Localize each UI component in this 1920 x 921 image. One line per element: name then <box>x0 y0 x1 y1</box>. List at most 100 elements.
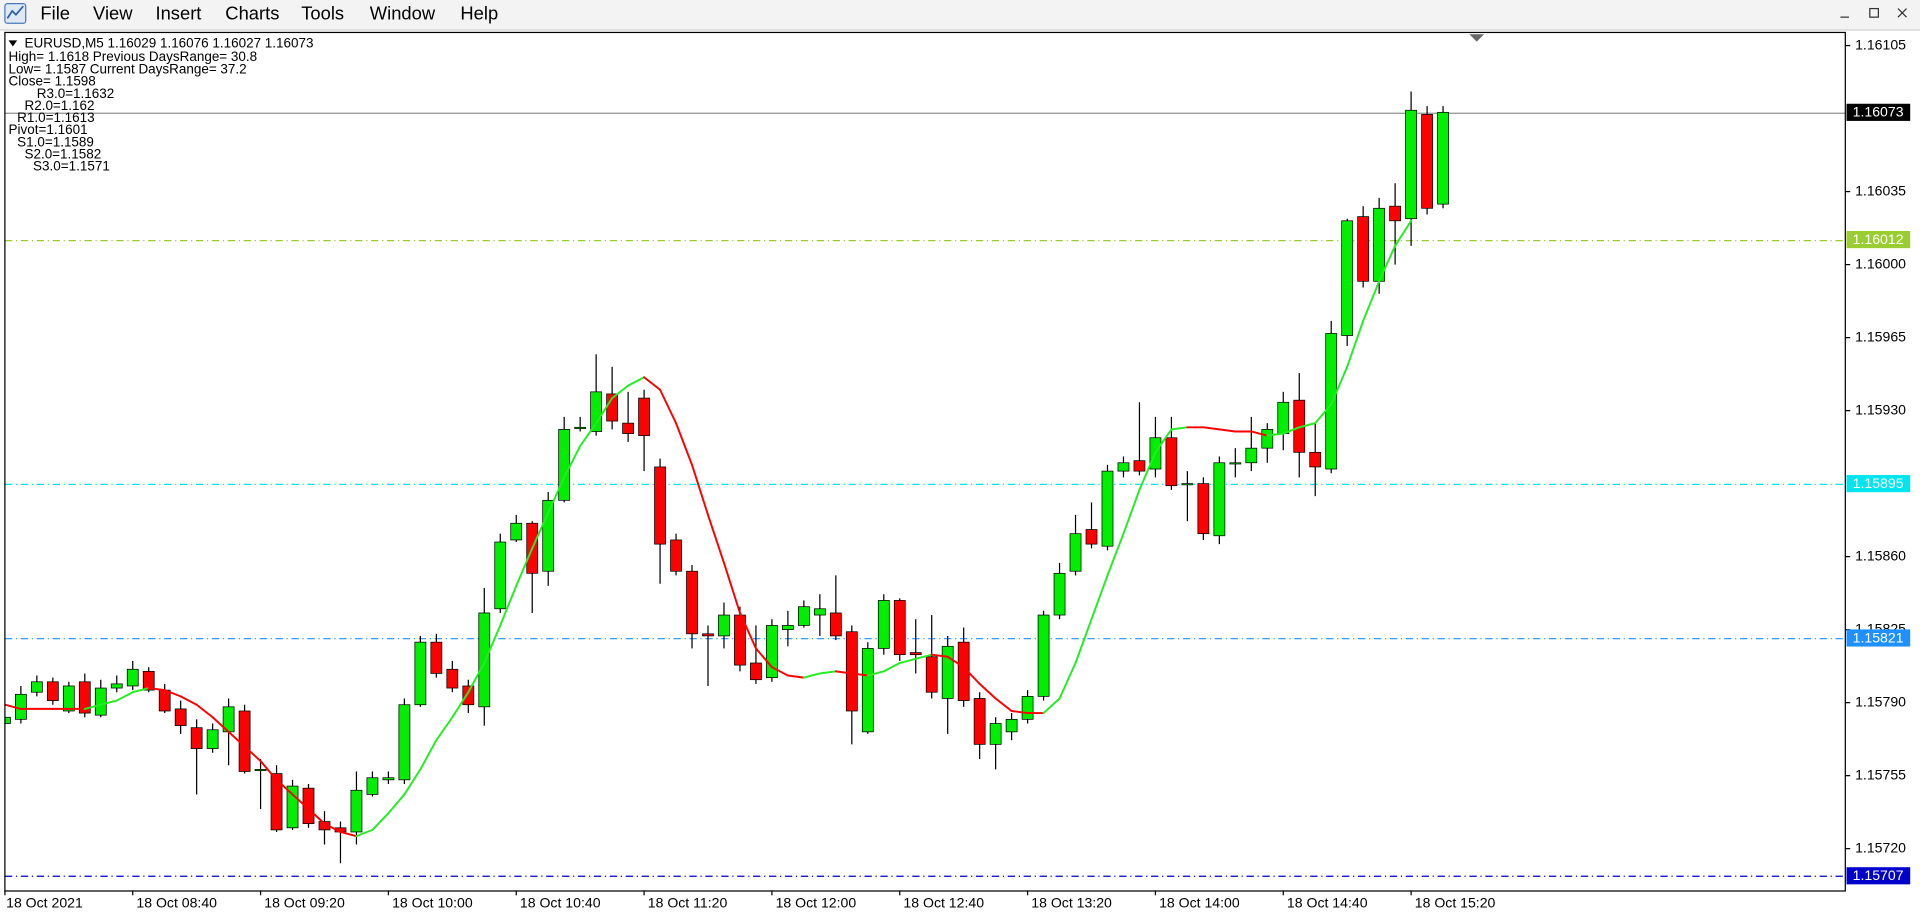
close-button[interactable] <box>1897 8 1907 18</box>
x-tick-label: 18 Oct 08:40 <box>136 895 217 911</box>
plot-area <box>4 91 1846 877</box>
app-icon-line <box>6 5 24 19</box>
ma-segment <box>467 662 486 694</box>
candle-body <box>302 787 315 824</box>
candle-body <box>813 608 826 616</box>
symbol-header: EURUSD,M5 1.16029 1.16076 1.16027 1.1607… <box>24 36 313 51</box>
ma-segment <box>227 730 246 748</box>
candle-body <box>750 662 762 681</box>
menu-item[interactable]: Help <box>460 3 498 24</box>
y-tick-label: 1.15930 <box>1855 401 1906 417</box>
ma-segment <box>291 793 310 811</box>
candle-body <box>766 625 778 678</box>
candle-body <box>206 729 219 749</box>
info-line: Close= 1.1598 <box>9 74 96 89</box>
candle-body <box>1261 429 1274 449</box>
ma-segment <box>1282 426 1301 435</box>
ma-segment <box>4 703 22 710</box>
ma-segment <box>770 666 789 677</box>
ma-segment <box>675 422 694 466</box>
ma-segment <box>1250 430 1269 437</box>
candle-body <box>1357 216 1370 282</box>
candle-body <box>909 652 922 656</box>
menu-item[interactable]: File <box>40 3 70 24</box>
candle-body <box>190 727 203 749</box>
ma-segment <box>834 670 853 675</box>
app-icon[interactable] <box>4 3 27 24</box>
ma-segment <box>866 670 885 677</box>
menu-item[interactable]: View <box>93 3 133 24</box>
ma-segment <box>275 778 294 796</box>
ma-segment <box>659 388 678 425</box>
candle-body <box>110 683 123 689</box>
x-tick-label: 18 Oct 10:40 <box>520 895 601 911</box>
plot-frame <box>4 31 1846 892</box>
price-label-box <box>1846 475 1911 493</box>
candle-body <box>670 539 682 572</box>
candle-body <box>494 541 507 610</box>
ma-segment <box>1010 710 1029 715</box>
ma-segment <box>595 397 614 425</box>
candle-body <box>1197 483 1210 535</box>
ma-segment <box>131 687 150 694</box>
ma-segment <box>195 703 214 719</box>
ma-segment <box>754 647 773 669</box>
candle-body <box>1373 207 1386 282</box>
candle-body <box>845 631 858 712</box>
restore-button[interactable] <box>1869 7 1879 18</box>
info-toggle[interactable] <box>8 40 18 47</box>
ma-segment <box>179 695 198 706</box>
ma-segment <box>323 822 342 833</box>
y-tick-label: 1.15790 <box>1855 693 1906 709</box>
ma-segment <box>355 828 374 838</box>
ma-segment <box>1090 574 1109 621</box>
pivot-level: Pivot=1.1601 <box>9 122 88 137</box>
ma-segment <box>147 687 166 692</box>
menu-item[interactable]: Window <box>370 3 436 24</box>
ma-segment <box>818 670 837 675</box>
ma-segment <box>403 768 422 796</box>
ma-segment <box>211 716 230 733</box>
window-controls <box>1840 7 1907 18</box>
ma-segment <box>259 760 278 781</box>
candle-body <box>15 693 27 720</box>
candle-body <box>654 466 666 545</box>
candle-body <box>1309 451 1322 468</box>
candle-body <box>638 397 650 437</box>
candle-body <box>893 600 906 656</box>
candle-body <box>350 789 363 833</box>
candle-body <box>622 422 634 434</box>
x-tick-label: 18 Oct 14:40 <box>1287 895 1368 911</box>
ma-segment <box>611 384 630 400</box>
menu-item[interactable]: Charts <box>225 3 279 24</box>
ma-segment <box>371 812 390 831</box>
pivot-level: R3.0=1.1632 <box>37 86 115 101</box>
menu-item[interactable]: Insert <box>156 3 202 24</box>
ma-segment <box>547 476 566 514</box>
candle-body <box>1229 462 1242 465</box>
axes: 1.16105 1.16035 1.16000 1.15965 1.15930 1.158… <box>4 36 1911 911</box>
ma-segment <box>643 376 662 391</box>
pivot-level: R2.0=1.162 <box>24 98 94 113</box>
candle-body <box>925 656 938 693</box>
ma-segment <box>1346 319 1365 368</box>
candle-body <box>30 681 43 693</box>
candle-body <box>686 570 698 635</box>
candle-body <box>478 612 491 708</box>
ma-segment <box>738 611 757 650</box>
candle-body <box>718 614 730 637</box>
candle-body <box>462 685 475 706</box>
ma-segment <box>1378 244 1397 283</box>
price-label: 1.15821 <box>1853 629 1904 645</box>
ma-segment <box>1154 428 1173 454</box>
candle-body <box>382 777 395 781</box>
x-tick-label: 18 Oct 14:00 <box>1159 895 1240 911</box>
shift-marker[interactable] <box>1469 34 1485 42</box>
y-tick-label: 1.15720 <box>1855 839 1906 855</box>
candle-body <box>989 723 1002 745</box>
menu-item[interactable]: Tools <box>301 3 344 24</box>
ma-segment <box>1218 428 1237 433</box>
candle-body <box>798 606 810 626</box>
candle-body <box>270 773 283 831</box>
candle-body <box>542 499 555 572</box>
